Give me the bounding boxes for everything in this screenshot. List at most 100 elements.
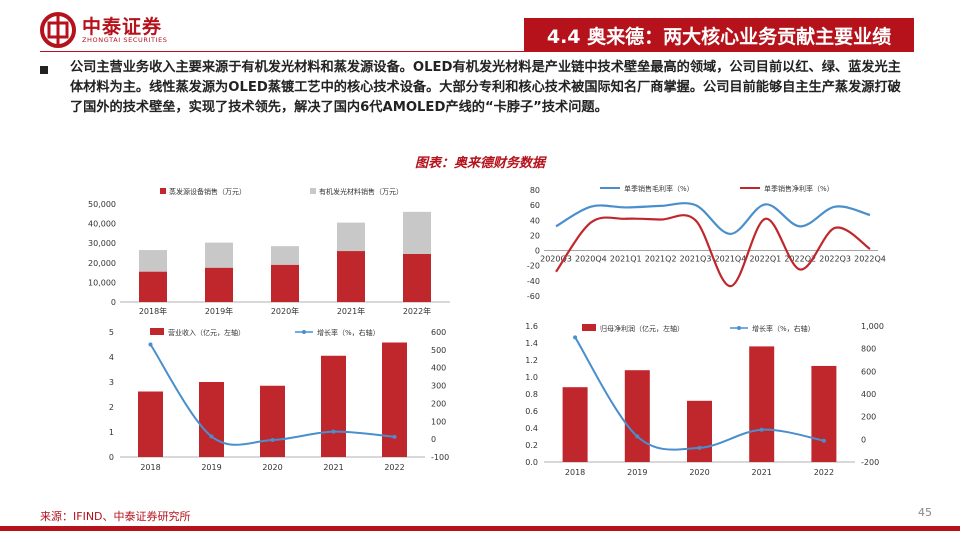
y-right-tick-label: 200 (431, 399, 446, 408)
y-tick-label: 60 (530, 201, 540, 210)
y-left-tick-label: 1 (109, 428, 114, 437)
logo-english-name: ZHONGTAI SECURITIES (82, 36, 168, 44)
revenue-bar-line-chart: 0 1 2 3 4 5 -100 0 100 200 300 400 500 600 2018 2019 202… (109, 328, 449, 472)
legend-label: 有机发光材料销售（万元） (319, 187, 403, 196)
y-left-tick-label: 0.0 (525, 458, 538, 467)
y-right-tick-label: 0 (431, 435, 436, 444)
y-tick-label: 20,000 (88, 259, 116, 268)
x-tick-label: 2022Q3 (819, 255, 851, 264)
bar (205, 267, 233, 302)
y-right-tick-label: -100 (431, 453, 449, 462)
chart-segment-sales: 0 10,000 20,000 30,000 40,000 50,000 2018年 2019… (70, 178, 460, 318)
x-tick-label: 2018 (140, 463, 160, 472)
y-right-tick-label: -200 (861, 458, 879, 467)
legend-swatch (310, 188, 316, 194)
growth-point (331, 429, 336, 434)
series-line (555, 202, 871, 236)
legend-swatch (582, 324, 596, 331)
x-tick-label: 2022Q1 (749, 255, 781, 264)
growth-point (270, 438, 275, 443)
x-tick-label: 2020Q3 (540, 255, 572, 264)
bar (687, 400, 712, 462)
x-tick-label: 2019 (201, 463, 221, 472)
y-tick-label: -60 (527, 292, 540, 301)
legend-label: 单季销售净利率（%） (764, 184, 834, 193)
x-tick-label: 2020 (689, 468, 709, 477)
x-tick-label: 2021Q2 (645, 255, 677, 264)
bar (749, 346, 775, 462)
x-tick-label: 2022 (384, 463, 404, 472)
bar (624, 370, 650, 462)
x-tick-label: 2018年 (139, 306, 167, 316)
bar (403, 253, 431, 302)
x-tick-label: 2018 (565, 468, 585, 477)
y-tick-label: -20 (527, 262, 540, 271)
bar (139, 271, 167, 302)
figure-caption: 图表：奥来德财务数据 (414, 156, 545, 171)
chart-net-profit: 0.0 0.2 0.4 0.6 0.8 1.0 1.2 1.4 1.6 -200 0 200 400 60… (520, 318, 884, 478)
company-logo: 中泰证券 ZHONGTAI SECURITIES (40, 10, 180, 50)
x-tick-label: 2019 (627, 468, 647, 477)
y-left-tick-label: 5 (109, 328, 114, 337)
y-right-tick-label: 400 (431, 364, 446, 373)
legend-label: 单季销售毛利率（%） (624, 184, 694, 193)
y-tick-label: 0 (535, 247, 540, 256)
x-tick-label: 2021Q1 (610, 255, 642, 264)
segment-sales-stacked-bar-chart: 0 10,000 20,000 30,000 40,000 50,000 2018年 2019… (88, 187, 450, 316)
y-left-tick-label: 2 (109, 403, 114, 412)
bar (337, 251, 365, 302)
y-tick-label: 40 (530, 216, 540, 225)
y-right-tick-label: 600 (861, 367, 876, 376)
y-tick-label: 30,000 (88, 239, 116, 248)
y-right-tick-label: 1,000 (861, 322, 884, 331)
y-left-tick-label: 0.2 (525, 441, 538, 450)
y-tick-label: 20 (530, 231, 540, 240)
growth-point (821, 438, 826, 443)
x-tick-label: 2021 (323, 463, 343, 472)
y-tick-label: 0 (111, 298, 116, 307)
bar (260, 385, 285, 457)
growth-point (759, 427, 764, 432)
legend-marker (302, 330, 306, 334)
x-tick-label: 2021Q3 (680, 255, 712, 264)
bar (403, 211, 431, 254)
x-tick-label: 2022Q2 (784, 255, 816, 264)
net-profit-bar-line-chart: 0.0 0.2 0.4 0.6 0.8 1.0 1.2 1.4 1.6 -200 0 200 400 60… (525, 322, 884, 477)
y-left-tick-label: 0.6 (525, 407, 538, 416)
bullet-square-icon (40, 66, 48, 74)
y-right-tick-label: 600 (431, 328, 446, 337)
x-tick-label: 2022年 (403, 306, 431, 316)
bar (139, 250, 167, 272)
y-right-tick-label: 300 (431, 382, 446, 391)
legend-label: 增长率（%，右轴） (317, 328, 380, 337)
chart-revenue: 0 1 2 3 4 5 -100 0 100 200 300 400 500 600 2018 2019 202… (80, 322, 470, 477)
growth-line (149, 343, 395, 446)
x-tick-label: 2021 (752, 468, 772, 477)
bar (271, 264, 299, 302)
y-left-tick-label: 3 (109, 378, 114, 387)
legend-label: 归母净利润（亿元，左轴） (600, 324, 684, 333)
y-left-tick-label: 0.4 (525, 424, 538, 433)
bar (811, 365, 837, 462)
legend-marker (737, 326, 741, 330)
page-title: 4.4 奥来德：两大核心业务贡献主要业绩 (524, 18, 914, 52)
series-line (555, 214, 871, 288)
y-tick-label: 80 (530, 186, 540, 195)
y-left-tick-label: 0 (109, 453, 114, 462)
y-right-tick-label: 200 (861, 413, 876, 422)
legend-label: 营业收入（亿元，左轴） (168, 328, 245, 337)
y-right-tick-label: 400 (861, 390, 876, 399)
logo-chinese-name: 中泰证券 (82, 16, 163, 38)
legend-swatch (150, 328, 164, 335)
y-left-tick-label: 1.2 (525, 356, 538, 365)
y-tick-label: 10,000 (88, 278, 116, 287)
x-tick-label: 2019年 (205, 306, 233, 316)
bar (205, 242, 233, 268)
y-left-tick-label: 1.4 (525, 339, 538, 348)
x-tick-label: 2020 (262, 463, 282, 472)
y-left-tick-label: 4 (109, 353, 114, 362)
y-tick-label: 50,000 (88, 200, 116, 209)
x-tick-label: 2020年 (271, 306, 299, 316)
growth-point (209, 434, 214, 439)
